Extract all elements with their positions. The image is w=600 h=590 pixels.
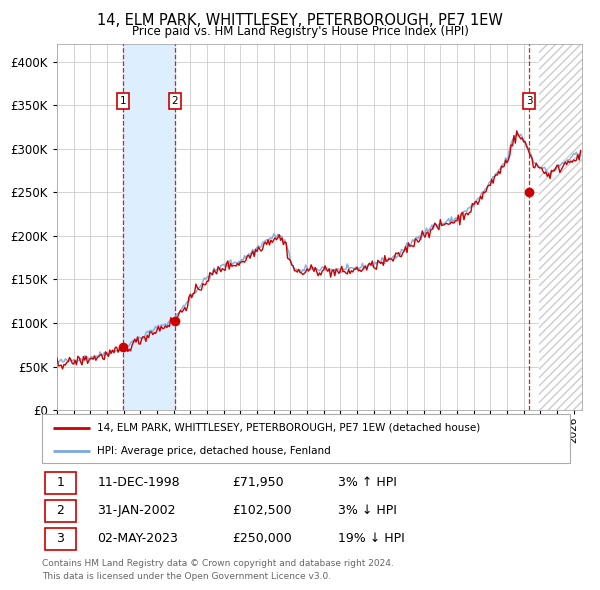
Text: 31-JAN-2002: 31-JAN-2002 xyxy=(97,504,176,517)
Text: 1: 1 xyxy=(56,477,64,490)
Text: Price paid vs. HM Land Registry's House Price Index (HPI): Price paid vs. HM Land Registry's House … xyxy=(131,25,469,38)
Text: 02-MAY-2023: 02-MAY-2023 xyxy=(97,532,178,545)
Text: 19% ↓ HPI: 19% ↓ HPI xyxy=(338,532,404,545)
Text: 11-DEC-1998: 11-DEC-1998 xyxy=(97,477,180,490)
Text: £71,950: £71,950 xyxy=(232,477,284,490)
Bar xyxy=(122,44,175,410)
FancyBboxPatch shape xyxy=(44,471,76,494)
Text: This data is licensed under the Open Government Licence v3.0.: This data is licensed under the Open Gov… xyxy=(42,572,331,581)
FancyBboxPatch shape xyxy=(44,527,76,550)
FancyBboxPatch shape xyxy=(44,500,76,522)
Text: 2: 2 xyxy=(56,504,64,517)
Text: 2: 2 xyxy=(172,96,178,106)
Text: HPI: Average price, detached house, Fenland: HPI: Average price, detached house, Fenl… xyxy=(97,446,331,456)
Text: 1: 1 xyxy=(119,96,126,106)
Text: 3: 3 xyxy=(526,96,532,106)
Text: 3% ↓ HPI: 3% ↓ HPI xyxy=(338,504,397,517)
FancyBboxPatch shape xyxy=(42,414,570,463)
Text: 14, ELM PARK, WHITTLESEY, PETERBOROUGH, PE7 1EW (detached house): 14, ELM PARK, WHITTLESEY, PETERBOROUGH, … xyxy=(97,423,481,433)
Text: Contains HM Land Registry data © Crown copyright and database right 2024.: Contains HM Land Registry data © Crown c… xyxy=(42,559,394,568)
Text: £250,000: £250,000 xyxy=(232,532,292,545)
Bar xyxy=(539,44,582,410)
Text: £102,500: £102,500 xyxy=(232,504,292,517)
Bar xyxy=(539,44,582,410)
Text: 14, ELM PARK, WHITTLESEY, PETERBOROUGH, PE7 1EW: 14, ELM PARK, WHITTLESEY, PETERBOROUGH, … xyxy=(97,13,503,28)
Text: 3: 3 xyxy=(56,532,64,545)
Text: 3% ↑ HPI: 3% ↑ HPI xyxy=(338,477,397,490)
